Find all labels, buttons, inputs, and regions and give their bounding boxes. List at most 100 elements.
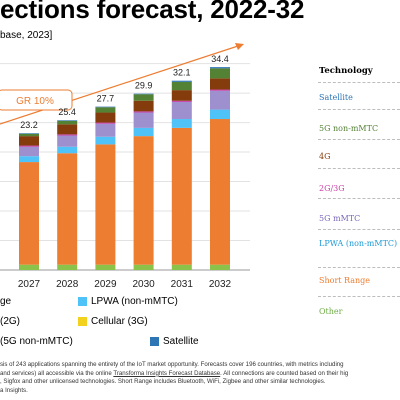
technology-separator bbox=[318, 139, 400, 140]
legend-item: (5G non-mMTC) bbox=[0, 336, 73, 347]
total-label: 25.4 bbox=[58, 107, 76, 117]
total-label: 34.4 bbox=[211, 54, 229, 64]
x-tick-label: 2028 bbox=[56, 279, 79, 290]
legend-item: ge bbox=[0, 296, 11, 307]
chart-legend: ge LPWA (non-mMTC) (2G) Cellular (3G) (5G no… bbox=[0, 296, 300, 347]
technology-item: 2G/3G bbox=[319, 184, 345, 193]
bar-segment bbox=[133, 264, 154, 270]
legend-item: Satellite bbox=[150, 336, 199, 347]
bar-segment bbox=[57, 134, 78, 136]
legend-label: LPWA (non-mMTC) bbox=[91, 296, 178, 307]
cagr-arrowhead bbox=[235, 43, 244, 50]
bar-segment bbox=[210, 90, 230, 110]
technology-item: Satellite bbox=[319, 93, 353, 102]
bar-segment bbox=[210, 67, 230, 69]
technology-separator bbox=[318, 267, 400, 268]
footnote: sis of 243 applications spanning the ent… bbox=[0, 361, 400, 396]
technology-item: Short Range bbox=[319, 276, 371, 285]
cagr-trend-line bbox=[0, 45, 239, 125]
bar-segment bbox=[210, 68, 230, 79]
legend-item: LPWA (non-mMTC) bbox=[78, 296, 178, 307]
bar-segment bbox=[171, 264, 192, 270]
bar-segment bbox=[210, 109, 230, 120]
legend-label: Cellular (3G) bbox=[91, 316, 148, 327]
legend-label: (2G) bbox=[0, 316, 20, 327]
bar-segment bbox=[57, 120, 78, 121]
x-tick-label: 2032 bbox=[209, 279, 232, 290]
bar-segment bbox=[133, 112, 154, 128]
bar-segment bbox=[57, 135, 78, 147]
footnote-line-2-start: and services) all accessible via the onl… bbox=[0, 369, 114, 377]
bar-segment bbox=[95, 122, 116, 124]
x-tick-label: 2029 bbox=[94, 279, 117, 290]
total-label: 27.7 bbox=[97, 94, 115, 104]
technology-separator bbox=[318, 229, 400, 230]
bar-segment bbox=[210, 89, 230, 91]
technology-heading: Technology bbox=[319, 66, 373, 76]
cagr-label: GR 10% bbox=[16, 96, 54, 107]
bar-segment bbox=[210, 78, 230, 90]
bar-segment bbox=[171, 127, 192, 265]
bar-segment bbox=[19, 145, 39, 147]
forecast-database-link[interactable]: Transforma Insights Forecast Database bbox=[113, 369, 221, 377]
technology-separator bbox=[318, 296, 400, 297]
bar-segment bbox=[133, 93, 154, 95]
technology-panel: Technology Satellite 5G non-mMTC 4G 2G/3G 5G… bbox=[318, 64, 400, 326]
footnote-line-1: sis of 243 applications spanning the ent… bbox=[0, 361, 344, 368]
bar-segment bbox=[95, 107, 116, 113]
legend-item: (2G) bbox=[0, 316, 20, 327]
technology-item: 4G bbox=[319, 152, 331, 161]
bar-segment bbox=[19, 156, 39, 163]
total-label: 32.1 bbox=[173, 68, 191, 78]
bar-segment bbox=[171, 119, 192, 128]
technology-item: Other bbox=[319, 307, 343, 316]
bar-segment bbox=[171, 100, 192, 102]
bar-segment bbox=[57, 120, 78, 125]
chart-subtitle: base, 2023] bbox=[0, 30, 53, 41]
technology-separator bbox=[318, 82, 400, 83]
cagr-box bbox=[0, 89, 73, 111]
bar-segment bbox=[19, 162, 39, 265]
legend-label: ge bbox=[0, 296, 12, 307]
footnote-line-2: and services) all accessible via the onl… bbox=[0, 370, 400, 379]
x-tick-label: 2030 bbox=[132, 279, 155, 290]
stacked-bar-chart: GR 10% 23.2 2027 25.4 2028 27.7 2029 29.9 2030 32… bbox=[0, 43, 250, 290]
bar-segment bbox=[19, 136, 39, 146]
total-label: 29.9 bbox=[135, 81, 153, 91]
bar-segment bbox=[133, 136, 154, 265]
technology-item: 5G non-mMTC bbox=[319, 124, 379, 133]
x-tick-label: 2027 bbox=[18, 279, 41, 290]
legend-label: Satellite bbox=[163, 336, 199, 347]
bar-segment bbox=[57, 146, 78, 154]
technology-item: 5G mMTC bbox=[319, 214, 361, 223]
technology-separator bbox=[318, 198, 400, 199]
footnote-line-3: , Sigfox and other unlicensed technologi… bbox=[0, 378, 326, 386]
legend-item: Cellular (3G) bbox=[78, 316, 148, 327]
x-tick-label: 2031 bbox=[171, 279, 194, 290]
bar-segment bbox=[171, 81, 192, 91]
bar-segment bbox=[19, 146, 39, 157]
bar-segment bbox=[19, 133, 39, 137]
bar-segment bbox=[133, 94, 154, 101]
legend-swatch bbox=[78, 317, 87, 326]
technology-separator bbox=[318, 109, 400, 110]
bar-segment bbox=[95, 264, 116, 270]
bar-segment bbox=[57, 264, 78, 270]
bar-segment bbox=[210, 119, 230, 265]
technology-item: LPWA (non-mMTC) bbox=[319, 239, 398, 248]
bar-segment bbox=[210, 264, 230, 270]
footnote-line-2-end: . All connections are counted based on t… bbox=[220, 369, 349, 377]
chart-title: ections forecast, 2022-32 bbox=[0, 0, 305, 24]
bar-segment bbox=[57, 153, 78, 265]
footnote-line-4: a Insights. bbox=[0, 387, 28, 395]
bar-segment bbox=[171, 101, 192, 120]
bar-segment bbox=[95, 136, 116, 145]
bar-segment bbox=[95, 112, 116, 123]
bar-segment bbox=[133, 127, 154, 137]
bar-segment bbox=[19, 264, 39, 270]
bar-segment bbox=[171, 90, 192, 101]
bar-segment bbox=[95, 106, 116, 108]
legend-swatch bbox=[78, 297, 87, 306]
legend-swatch bbox=[150, 337, 159, 346]
legend-label: (5G non-mMTC) bbox=[0, 336, 73, 347]
